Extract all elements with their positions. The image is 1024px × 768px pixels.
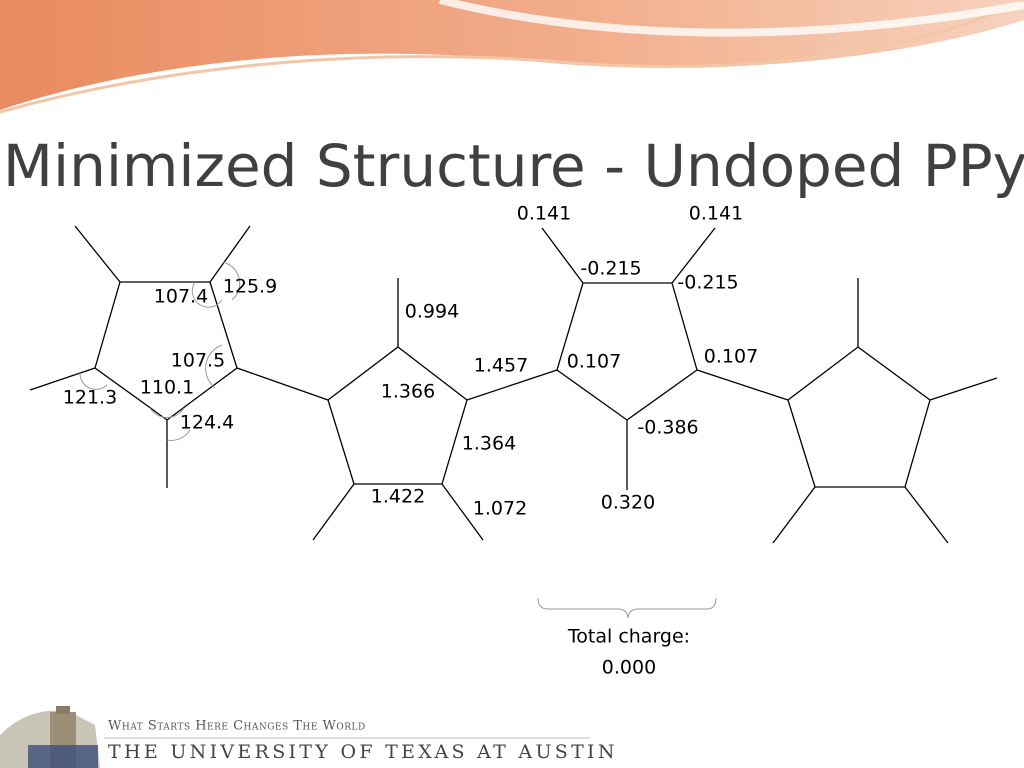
annotations: 0.141 0.141 -0.215 -0.215 0.994 107.4 12… xyxy=(63,203,758,520)
molecule xyxy=(29,225,998,544)
charge-label: -0.215 xyxy=(580,258,641,280)
angle-label: 110.1 xyxy=(140,377,194,399)
footer-logo xyxy=(0,706,100,768)
bond-length-label: 1.072 xyxy=(473,498,527,520)
slide-title: Minimized Structure - Undoped PPy xyxy=(3,132,1024,200)
bond-length-label: 1.366 xyxy=(381,381,435,403)
footer-tagline: What Starts Here Changes The World xyxy=(108,719,366,734)
bond-length-label: 1.422 xyxy=(371,486,425,508)
header-swoosh xyxy=(0,0,1024,114)
charge-label: 0.141 xyxy=(517,203,571,225)
charge-label: 0.141 xyxy=(689,203,743,225)
angle-label: 124.4 xyxy=(180,412,234,434)
footer-university: THE UNIVERSITY OF TEXAS AT AUSTIN xyxy=(108,741,618,763)
charge-label: 0.107 xyxy=(704,346,758,368)
angle-label: 107.5 xyxy=(171,350,225,372)
bond-length-label: 0.994 xyxy=(405,301,459,323)
charge-label: 0.107 xyxy=(567,351,621,373)
charge-label: -0.215 xyxy=(677,272,738,294)
total-charge-value: 0.000 xyxy=(602,657,656,679)
angle-label: 121.3 xyxy=(63,387,117,409)
bond-length-label: 1.457 xyxy=(474,355,528,377)
total-charge-label: Total charge: xyxy=(567,626,690,648)
charge-label: 0.320 xyxy=(601,492,655,514)
charge-label: -0.386 xyxy=(637,417,698,439)
angle-label: 107.4 xyxy=(154,286,208,308)
bond-length-label: 1.364 xyxy=(462,433,516,455)
angle-label: 125.9 xyxy=(223,276,277,298)
brace xyxy=(537,597,717,619)
